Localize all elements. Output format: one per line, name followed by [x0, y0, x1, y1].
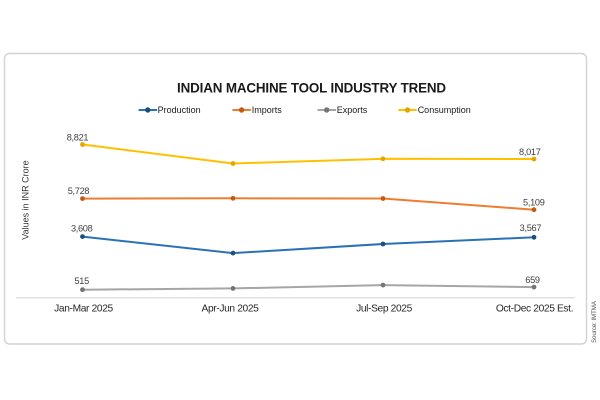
svg-text:515: 515 [74, 276, 89, 286]
svg-text:Production: Production [158, 105, 201, 115]
svg-text:INDIAN MACHINE TOOL INDUSTRY T: INDIAN MACHINE TOOL INDUSTRY TREND [177, 80, 446, 95]
svg-text:Values in INR Crore: Values in INR Crore [21, 160, 31, 239]
svg-text:Apr-Jun 2025: Apr-Jun 2025 [202, 304, 260, 315]
svg-text:Source: IMTMA: Source: IMTMA [592, 301, 598, 343]
svg-text:Jul-Sep 2025: Jul-Sep 2025 [356, 304, 413, 315]
svg-text:3,567: 3,567 [520, 223, 542, 233]
svg-text:3,608: 3,608 [71, 223, 93, 233]
svg-text:Exports: Exports [337, 105, 368, 115]
svg-text:5,728: 5,728 [68, 186, 90, 196]
svg-text:8,017: 8,017 [519, 147, 541, 157]
svg-text:8,821: 8,821 [67, 133, 89, 143]
svg-text:659: 659 [525, 275, 540, 285]
svg-text:Oct-Dec 2025 Est.: Oct-Dec 2025 Est. [496, 304, 573, 315]
svg-text:Consumption: Consumption [418, 105, 471, 115]
svg-text:Jan-Mar 2025: Jan-Mar 2025 [54, 304, 113, 315]
svg-text:5,109: 5,109 [523, 198, 545, 208]
svg-text:Imports: Imports [252, 105, 283, 115]
